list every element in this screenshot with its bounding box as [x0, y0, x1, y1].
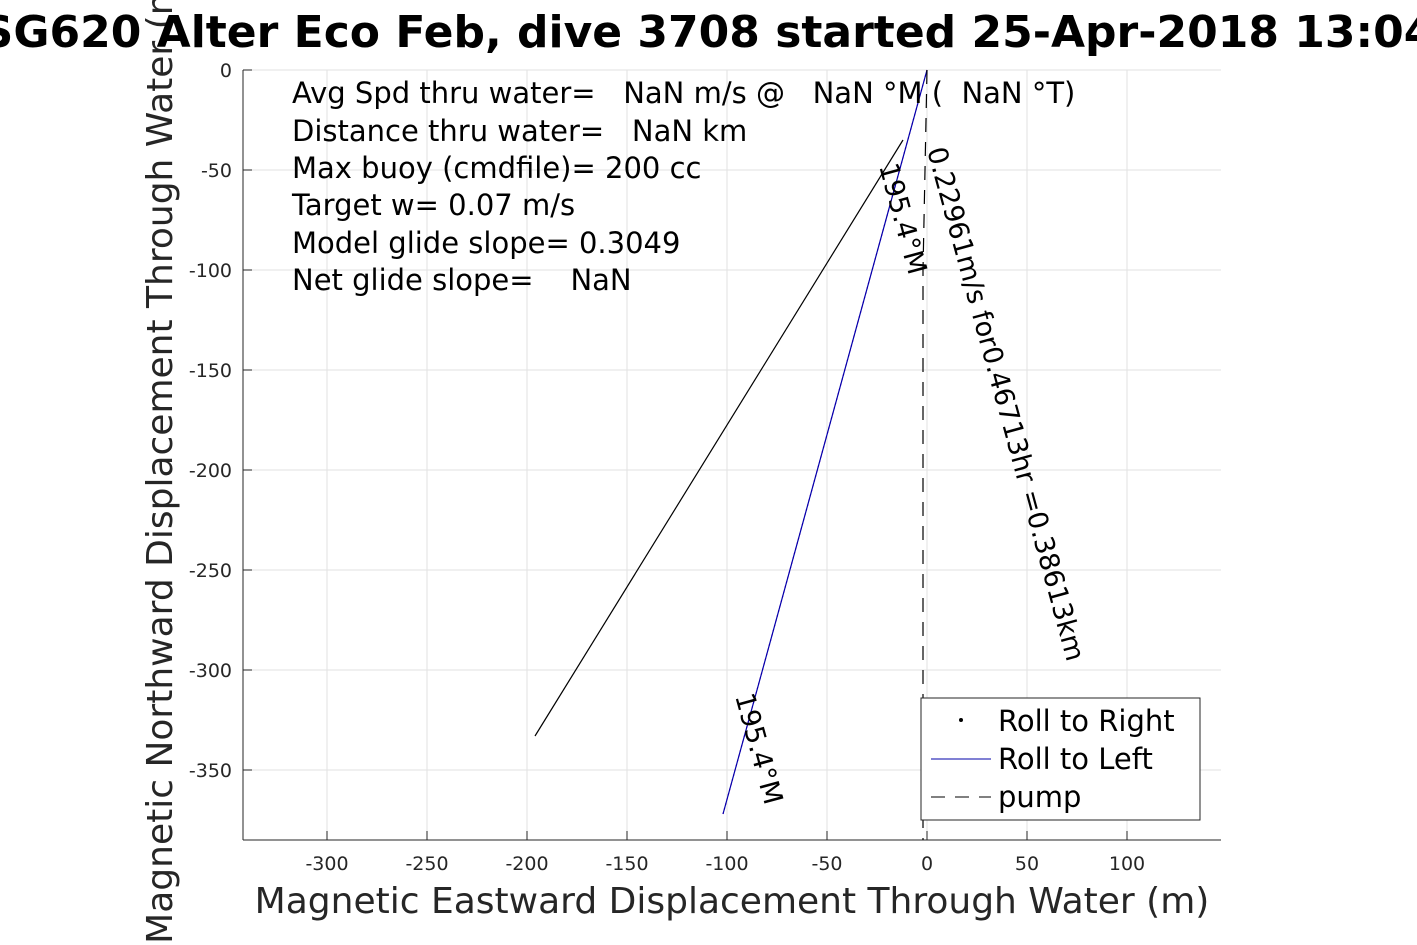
y-tick-label: -300	[189, 660, 232, 682]
x-tick-label: -300	[305, 853, 348, 875]
x-tick-label: -150	[605, 853, 648, 875]
stat-distance: Distance thru water= NaN km	[292, 114, 747, 148]
y-tick-label: 0	[220, 60, 232, 82]
legend-label-roll-left: Roll to Left	[998, 742, 1153, 776]
x-tick-label: -200	[505, 853, 548, 875]
x-tick-label: 50	[1015, 853, 1039, 875]
y-tick-label: -100	[189, 260, 232, 282]
y-tick-label: -150	[189, 360, 232, 382]
series-line-pump	[922, 69, 928, 840]
x-tick-label: -100	[705, 853, 748, 875]
data-series	[534, 69, 928, 840]
x-axis-label: Magnetic Eastward Displacement Through W…	[255, 881, 1210, 922]
x-tick-label: -50	[811, 853, 842, 875]
legend-label-pump: pump	[998, 780, 1081, 814]
x-tick-label: -250	[405, 853, 448, 875]
legend: Roll to Right Roll to Left pump	[920, 697, 1201, 821]
axes: -300 -250 -200 -150 -100 -50 0 50 100 0 -50 -100 -15…	[189, 60, 1221, 875]
y-tick-label: -350	[189, 760, 232, 782]
stats-text-block: Avg Spd thru water= NaN m/s @ NaN °M ( N…	[291, 76, 1075, 297]
y-axis-label: Magnetic Northward Displacement Through …	[140, 0, 181, 944]
y-tick-label: -50	[201, 160, 232, 182]
legend-label-roll-right: Roll to Right	[998, 704, 1175, 738]
stat-net-glide-slope: Net glide slope= NaN	[292, 263, 632, 297]
stat-avg-speed: Avg Spd thru water= NaN m/s @ NaN °M ( N…	[292, 76, 1075, 110]
legend-marker-roll-right	[959, 718, 963, 722]
series-line-roll-to-left	[722, 69, 928, 815]
track-line-0	[534, 139, 904, 737]
x-tick-label: 0	[921, 853, 933, 875]
x-tick-label: 100	[1109, 853, 1145, 875]
stat-max-buoy: Max buoy (cmdfile)= 200 cc	[292, 151, 701, 185]
y-tick-label: -200	[189, 460, 232, 482]
stat-model-glide-slope: Model glide slope= 0.3049	[292, 226, 680, 260]
chart-title: SG620 Alter Eco Feb, dive 3708 started 2…	[0, 7, 1417, 58]
stat-target-w: Target w= 0.07 m/s	[291, 188, 575, 222]
y-tick-label: -250	[189, 560, 232, 582]
